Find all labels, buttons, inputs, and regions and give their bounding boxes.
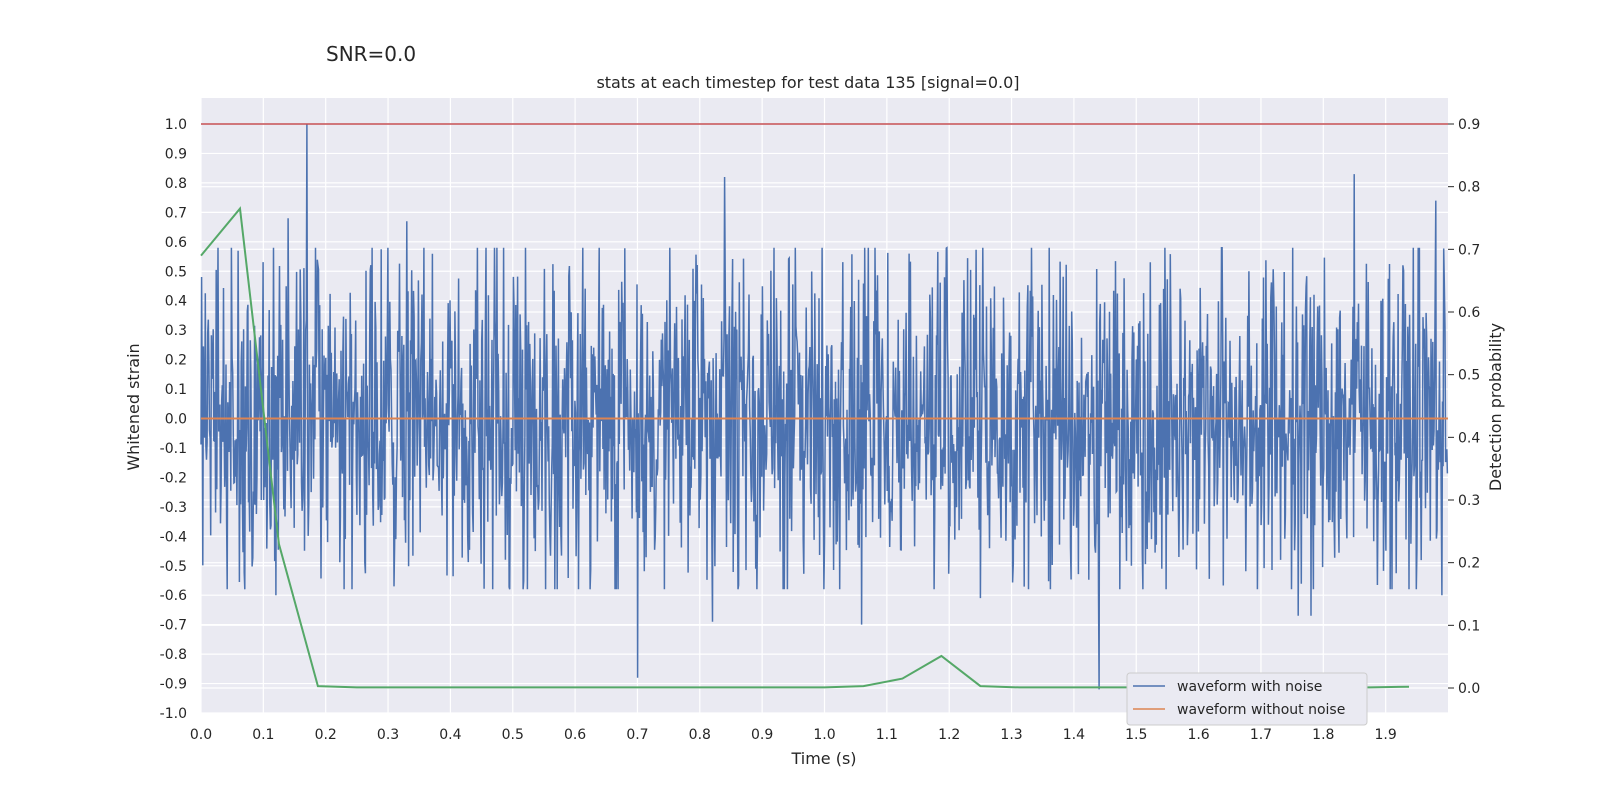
y2-tick-label: 0.3 [1458,493,1480,509]
y2-tick-label: 0.0 [1458,681,1480,697]
x-tick-label: 1.3 [1000,727,1022,743]
chart-title: stats at each timestep for test data 135… [596,73,1019,92]
y-tick-label: -0.9 [160,677,187,693]
y-tick-label: 0.4 [165,294,187,310]
y-tick-label: -0.8 [160,647,187,663]
y-tick-label: -0.4 [160,529,187,545]
y-tick-label: 0.0 [165,412,187,428]
legend-label-clean: waveform without noise [1177,702,1345,718]
x-tick-label: 1.1 [876,727,898,743]
y-tick-label: 0.1 [165,382,187,398]
x-tick-label: 0.4 [439,727,461,743]
x-tick-label: 1.6 [1187,727,1209,743]
tick-labels: 0.0 0.1 0.2 0.3 0.4 0.5 0.6 0.7 0.8 0.9 1.0 1.1 1.2 1… [160,117,1481,743]
x-tick-label: 0.3 [377,727,399,743]
y2-tick-label: 0.7 [1458,242,1480,258]
y-tick-label: 0.9 [165,146,187,162]
legend-box [1126,672,1368,726]
y-tick-label: 0.5 [165,264,187,280]
y-tick-label: -1.0 [160,706,187,722]
y2-tick-label: 0.2 [1458,556,1480,572]
x-tick-label: 1.0 [813,727,835,743]
y-tick-label: -0.6 [160,588,187,604]
y2-axis-label: Detection probability [1486,323,1505,491]
x-tick-label: 0.8 [689,727,711,743]
y-tick-label: 0.3 [165,323,187,339]
y2-tick-label: 0.9 [1458,117,1480,133]
y-tick-label: -0.7 [160,618,187,634]
x-tick-label: 0.6 [564,727,586,743]
x-tick-label: 1.9 [1375,727,1397,743]
x-tick-label: 0.2 [315,727,337,743]
y-tick-label: -0.5 [160,559,187,575]
series-waveform-with-noise [200,123,1449,690]
x-tick-label: 0.7 [626,727,648,743]
y-tick-label: 0.2 [165,353,187,369]
y2-tick-label: 0.8 [1458,180,1480,196]
y-tick-label: 0.8 [165,176,187,192]
y2-tick-label: 0.4 [1458,430,1480,446]
x-tick-label: 1.7 [1250,727,1272,743]
x-tick-label: 0.0 [190,727,212,743]
y-tick-label: 1.0 [165,117,187,133]
x-axis-label: Time (s) [790,749,856,768]
x-tick-label: 0.9 [751,727,773,743]
x-tick-label: 0.1 [252,727,274,743]
y-tick-label: 0.7 [165,205,187,221]
x-tick-label: 1.4 [1063,727,1085,743]
legend-label-noisy: waveform with noise [1177,679,1322,695]
y-tick-label: -0.3 [160,500,187,516]
suptitle: SNR=0.0 [326,42,416,66]
y2-tick-label: 0.6 [1458,305,1480,321]
y-tick-label: 0.6 [165,235,187,251]
y-tick-label: -0.2 [160,470,187,486]
x-tick-label: 1.5 [1125,727,1147,743]
y-tick-label: -0.1 [160,441,187,457]
y2-tick-label: 0.1 [1458,618,1480,634]
x-tick-label: 0.5 [502,727,524,743]
y2-tick-label: 0.5 [1458,368,1480,384]
x-tick-label: 1.8 [1312,727,1334,743]
y-axis-label: Whitened strain [124,343,143,470]
x-tick-label: 1.2 [938,727,960,743]
series-layer [200,123,1449,690]
legend: waveform with noise waveform without noi… [1126,672,1368,726]
